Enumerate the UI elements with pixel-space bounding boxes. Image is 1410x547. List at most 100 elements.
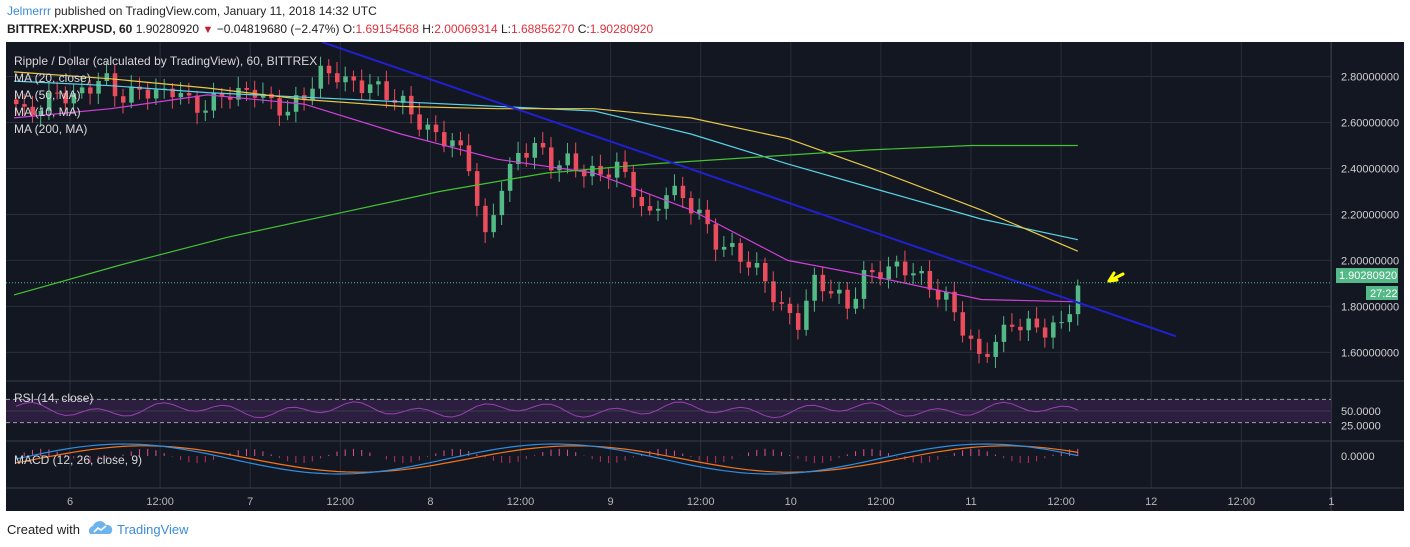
price-change: −0.04819680 (−2.47%) [216,22,340,36]
candle-body [573,153,579,170]
candle-body [425,124,431,130]
candle-body [902,261,908,276]
candle-body [952,291,957,313]
candle-body [244,87,249,90]
candle-body [968,335,974,339]
candle-body [228,96,233,100]
candle-body [754,262,760,268]
candle-body [631,171,636,197]
candle-body [697,209,702,214]
candle-body [417,114,422,130]
candle-body [524,152,529,158]
price-tick-label: 2.40000000 [1341,163,1399,175]
candle-body [1051,322,1056,338]
legend: Ripple / Dollar (calculated by TradingVi… [14,54,317,467]
high-label: H: [422,22,435,36]
publish-line: Jelmerrr published on TradingView.com, J… [7,4,377,18]
candle-body [121,96,126,103]
x-tick-label: 11 [965,496,976,508]
candle-body [680,185,686,199]
candle-body [911,273,916,276]
candle-body [878,272,883,280]
candle-body [837,289,842,294]
candle-body [1001,324,1007,342]
candle-body [491,215,496,233]
candle-body [1026,318,1031,331]
price-tick-label: 2.20000000 [1341,209,1399,221]
candle-body [944,291,949,300]
candle-body [804,300,809,330]
candle-body [277,98,282,116]
candle-body [1034,318,1040,328]
high-value: 2.00069314 [434,22,498,36]
open-value: 1.69154568 [355,22,419,36]
candle-body [614,161,620,178]
candle-body [606,174,612,178]
low-label: L: [500,22,511,36]
candle-body [376,81,381,85]
candle-body [746,261,752,268]
quote-line: BITTREX:XRPUSD, 60 1.90280920 ▼ −0.04819… [7,22,653,36]
footer: Created with TradingView [0,511,1410,547]
candle-body [153,89,159,99]
candle-body [516,152,521,164]
candle-body [335,73,340,83]
candle-body [433,124,439,133]
candle-body [46,92,52,111]
x-tick-label: 6 [67,496,73,508]
candle-body [779,302,784,304]
x-tick-label: 12:00 [687,496,715,508]
axes: 6 12:00 7 12:00 8 12:00 9 12:00 10 12:00 11 12:00 12… [67,71,1399,508]
x-tick-label: 12 [1145,496,1157,508]
x-tick-label: 8 [427,496,433,508]
price-tick-label: 1.80000000 [1341,301,1399,313]
candle-body [38,110,44,116]
candle-body [598,165,603,175]
chart-header: Jelmerrr published on TradingView.com, J… [0,0,1410,42]
price-chart[interactable]: 6 12:00 7 12:00 8 12:00 9 12:00 10 12:00 11 12:00 12… [6,42,1404,511]
candle-body [22,104,27,107]
candle-body [870,270,875,273]
trendline [321,42,1177,338]
candle-body [55,92,60,94]
candle-body [129,86,134,103]
author-name[interactable]: Jelmerrr [7,4,51,18]
candle-body [894,261,900,267]
candle-body [1067,314,1073,323]
candle-body [499,190,505,216]
candle-body [713,224,719,250]
close-value: 1.90280920 [589,22,654,36]
tradingview-link[interactable]: TradingView [117,522,189,537]
legend-ma20: MA (20, close) [14,71,91,85]
x-tick-label: 9 [608,496,614,508]
close-label: C: [577,22,590,36]
candle-body [581,169,587,177]
candle-body [359,80,365,94]
candle-body [112,73,118,97]
legend-ma10: MA (10, MA) [14,105,81,119]
legend-ma200: MA (200, MA) [14,122,87,136]
arrow-icon [1107,271,1125,283]
candle-body [919,270,924,274]
candle-body [367,84,373,94]
candle-body [763,262,768,282]
ma200-line [13,144,1078,296]
candle-body [845,289,850,309]
candle-body [721,246,727,250]
candle-body [1018,326,1023,331]
price-tick-label: 2.80000000 [1341,71,1399,83]
candle-body [30,106,35,116]
candle-body [647,206,653,211]
candle-body [549,147,554,171]
price-tick-label: 2.60000000 [1341,117,1399,129]
x-tick-label: 12:00 [146,496,174,508]
publish-info: published on TradingView.com, January 11… [54,4,377,18]
candle-body [639,196,645,207]
rsi-line [15,401,1078,419]
candle-body [656,208,661,211]
candle-body [14,99,19,105]
rsi-tick-label: 50.0000 [1341,406,1381,418]
low-value: 1.68856270 [510,22,575,36]
legend-ma50: MA (50, MA) [14,88,81,102]
candle-body [466,145,472,172]
